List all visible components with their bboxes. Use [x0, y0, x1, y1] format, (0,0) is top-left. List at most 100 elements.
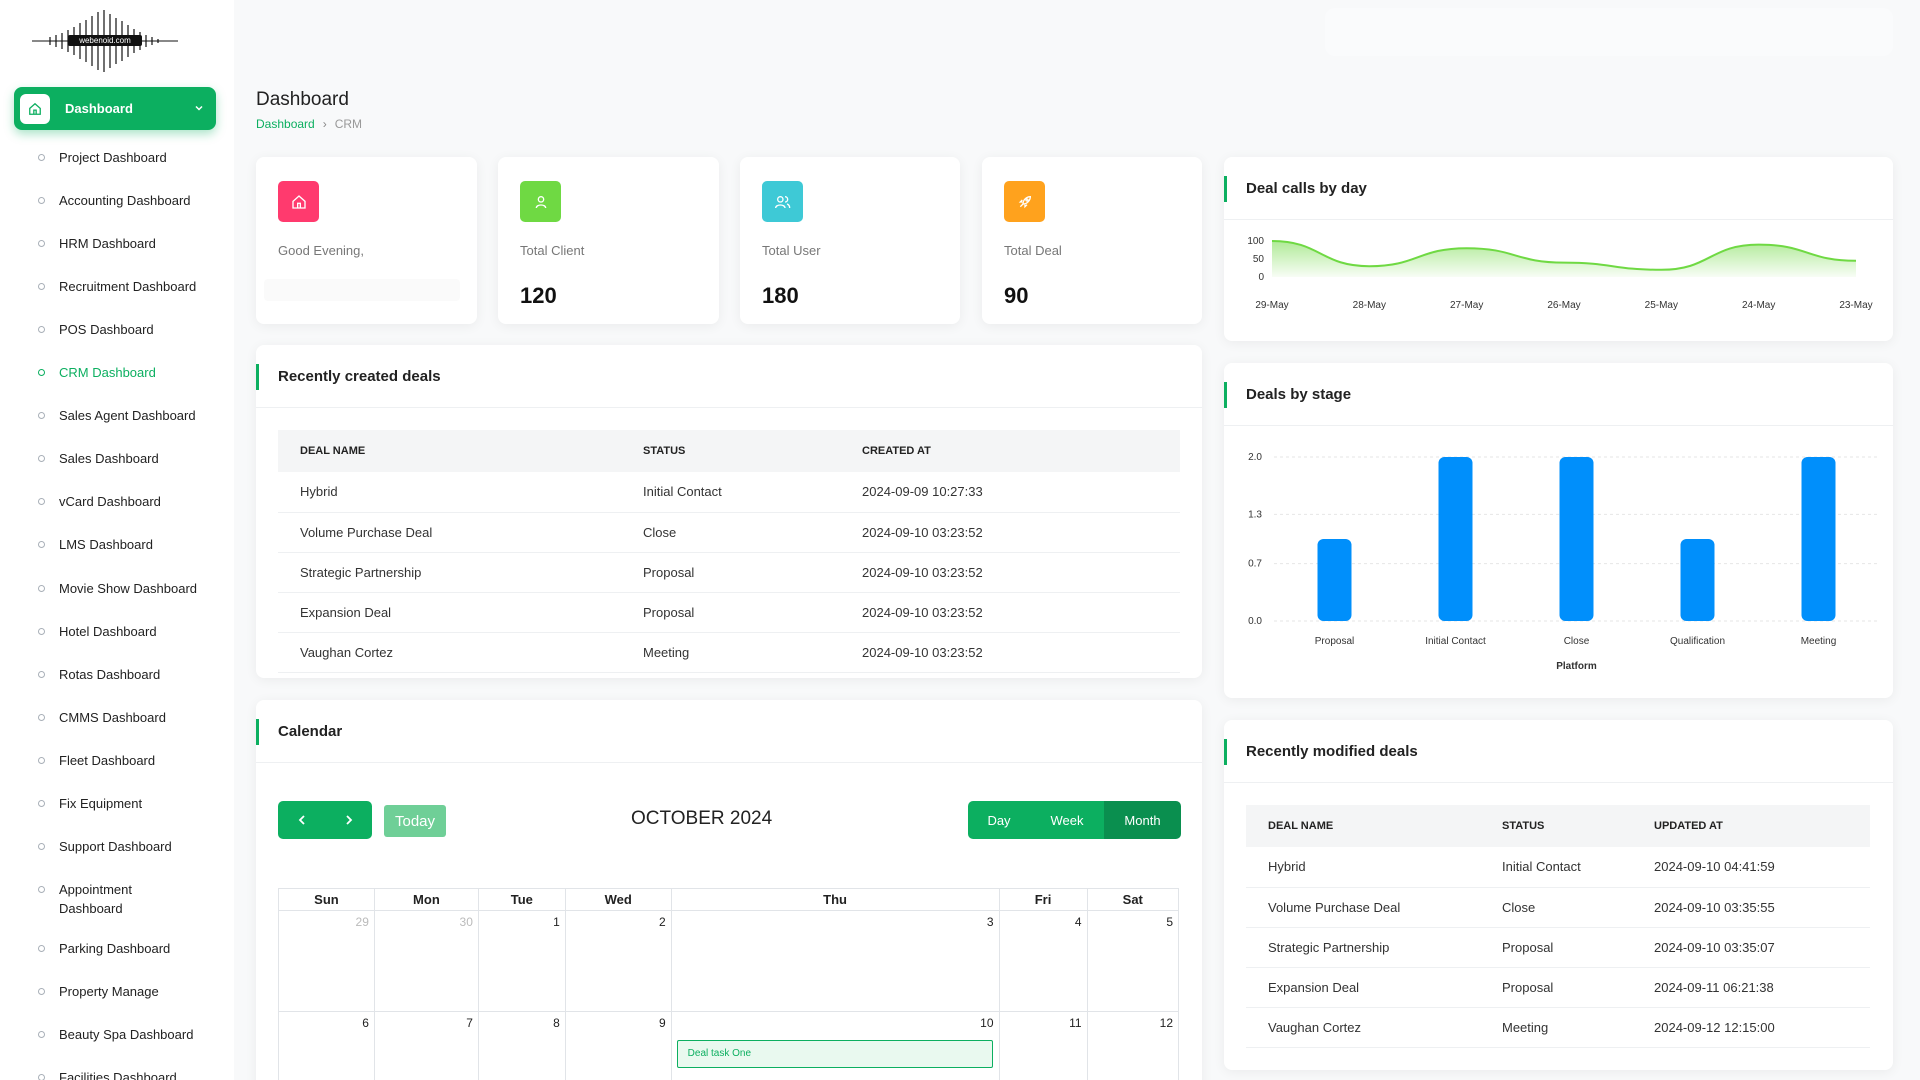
sidebar-item-project-dashboard[interactable]: Project Dashboard — [38, 148, 228, 167]
day-number: 6 — [362, 1016, 369, 1030]
table-row[interactable]: Expansion Deal Proposal 2024-09-10 03:23:5… — [278, 592, 1180, 633]
sidebar-item-fleet-dashboard[interactable]: Fleet Dashboard — [38, 751, 228, 770]
card-header: Deal calls by day — [1224, 157, 1893, 220]
sidebar-item-support-dashboard[interactable]: Support Dashboard — [38, 837, 228, 856]
sidebar-item-sales-agent-dashboard[interactable]: Sales Agent Dashboard — [38, 406, 228, 425]
date-cell: 2024-09-10 04:41:59 — [1632, 847, 1870, 888]
x-tick-label: 27-May — [1450, 300, 1483, 311]
series-line — [1271, 240, 1857, 271]
calendar-day-cell[interactable]: 4 — [998, 910, 1088, 1012]
date-cell: 2024-09-10 03:23:52 — [840, 592, 1180, 633]
sidebar-item-label: Recruitment Dashboard — [59, 279, 197, 294]
sidebar-item-beauty-spa-dashboard[interactable]: Beauty Spa Dashboard — [38, 1025, 228, 1044]
calendar-day-cell[interactable]: 7 — [373, 1011, 479, 1080]
table-row[interactable]: Hybrid Initial Contact 2024-09-10 04:41:59 — [1246, 847, 1870, 888]
breadcrumb: Dashboard › CRM — [256, 117, 362, 131]
y-tick-label: 1.3 — [1248, 509, 1262, 520]
table-row[interactable]: Volume Purchase Deal Close 2024-09-10 03:3… — [1246, 887, 1870, 928]
x-tick-label: 29-May — [1255, 300, 1288, 311]
calendar-event[interactable]: Deal task One — [676, 1040, 993, 1068]
table-row[interactable]: Strategic Partnership Proposal 2024-09-10 … — [1246, 927, 1870, 968]
sidebar-item-movie-show-dashboard[interactable]: Movie Show Dashboard — [38, 579, 228, 598]
bar[interactable] — [1317, 539, 1352, 621]
greeting-text: Good Evening, — [278, 243, 365, 258]
calendar-day-cell[interactable]: 30 — [373, 910, 479, 1012]
sidebar-item-appointment-dashboard[interactable]: Appointment Dashboard — [38, 880, 228, 918]
rocket-icon — [1018, 195, 1031, 208]
card-title: Deal calls by day — [1246, 180, 1367, 197]
sidebar-item-sales-dashboard[interactable]: Sales Dashboard — [38, 449, 228, 468]
sidebar-item-crm-dashboard[interactable]: CRM Dashboard — [38, 363, 228, 382]
calendar-day-cell[interactable]: 6 — [278, 1011, 375, 1080]
bar[interactable] — [1438, 457, 1473, 621]
day-number: 4 — [1074, 915, 1082, 929]
y-tick-label: 0.0 — [1248, 616, 1262, 627]
table-row[interactable]: Expansion Deal Proposal 2024-09-11 06:21:3… — [1246, 967, 1870, 1008]
sidebar-item-label: Movie Show Dashboard — [59, 581, 198, 596]
table-row[interactable]: Hybrid Initial Contact 2024-09-09 10:27:33 — [278, 472, 1180, 513]
calendar-today-button[interactable]: Today — [384, 805, 446, 837]
sidebar-item-fix-equipment[interactable]: Fix Equipment — [38, 794, 228, 813]
calendar-day-cell[interactable]: 1 — [477, 910, 566, 1012]
calendar-day-cell[interactable]: 2 — [564, 910, 672, 1012]
home-icon — [20, 93, 50, 124]
logo-text: webenoid.com — [79, 36, 131, 45]
bar[interactable] — [1801, 457, 1836, 621]
brand-logo[interactable]: webenoid.com — [30, 8, 180, 72]
table-row[interactable]: Strategic Partnership Proposal 2024-09-10 … — [278, 552, 1180, 593]
y-tick-label: 0 — [1258, 272, 1264, 283]
weekday-header: Fri — [998, 888, 1088, 911]
table-row[interactable]: Vaughan Cortez Meeting 2024-09-12 12:15:00 — [1246, 1007, 1870, 1048]
stat-value: 90 — [1004, 283, 1029, 308]
sidebar-item-recruitment-dashboard[interactable]: Recruitment Dashboard — [38, 277, 228, 296]
sidebar-item-label: Rotas Dashboard — [59, 667, 161, 682]
sidebar-item-rotas-dashboard[interactable]: Rotas Dashboard — [38, 665, 228, 684]
sidebar-item-cmms-dashboard[interactable]: CMMS Dashboard — [38, 708, 228, 727]
sidebar-item-pos-dashboard[interactable]: POS Dashboard — [38, 320, 228, 339]
status-cell: Proposal — [621, 552, 840, 593]
sidebar-item-parking-dashboard[interactable]: Parking Dashboard — [38, 939, 228, 958]
bar[interactable] — [1559, 457, 1594, 621]
status-cell: Proposal — [621, 592, 840, 633]
sidebar-item-label: CMMS Dashboard — [59, 710, 166, 725]
deal-name-cell: Hybrid — [278, 472, 621, 513]
sidebar-item-hotel-dashboard[interactable]: Hotel Dashboard — [38, 622, 228, 641]
calendar-week-row: 6 7 8 9 10 Deal task One 11 12 — [278, 1011, 1180, 1080]
card-header: Deals by stage — [1224, 363, 1893, 426]
accent-bar — [1224, 739, 1227, 765]
date-cell: 2024-09-10 03:23:52 — [840, 632, 1180, 673]
sidebar-item-lms-dashboard[interactable]: LMS Dashboard — [38, 535, 228, 554]
calendar-day-cell[interactable]: 12 — [1086, 1011, 1180, 1080]
calendar-view-day[interactable]: Day — [968, 801, 1030, 839]
calendar-next-button[interactable] — [325, 801, 372, 839]
calendar-month-title: OCTOBER 2024 — [631, 808, 773, 829]
circle-icon — [38, 757, 45, 764]
sidebar-item-hrm-dashboard[interactable]: HRM Dashboard — [38, 234, 228, 253]
sidebar-item-facilities-dashboard[interactable]: Facilities Dashboard — [38, 1068, 228, 1080]
calendar-day-cell[interactable]: 8 — [477, 1011, 566, 1080]
calendar-day-cell[interactable]: 9 — [564, 1011, 672, 1080]
status-cell: Initial Contact — [1480, 847, 1632, 888]
table-row[interactable]: Volume Purchase Deal Close 2024-09-10 03:2… — [278, 512, 1180, 553]
sidebar-item-vcard-dashboard[interactable]: vCard Dashboard — [38, 492, 228, 511]
recently-modified-card: Recently modified deals DEAL NAME STATUS… — [1224, 720, 1893, 1070]
calendar-prev-button[interactable] — [278, 801, 325, 839]
sidebar-item-property-manage[interactable]: Property Manage — [38, 982, 228, 1001]
calendar-view-month[interactable]: Month — [1104, 801, 1181, 839]
column-header: DEAL NAME — [1246, 805, 1480, 847]
breadcrumb-link-dashboard[interactable]: Dashboard — [256, 117, 315, 131]
calendar-day-cell[interactable]: 3 — [670, 910, 1000, 1012]
sidebar-item-accounting-dashboard[interactable]: Accounting Dashboard — [38, 191, 228, 210]
calendar-view-week[interactable]: Week — [1030, 801, 1104, 839]
table-row[interactable]: Vaughan Cortez Meeting 2024-09-10 03:23:52 — [278, 632, 1180, 673]
sidebar-dashboard-toggle[interactable]: Dashboard — [14, 87, 216, 130]
calendar-day-cell[interactable]: 29 — [278, 910, 375, 1012]
x-tick-label: 24-May — [1742, 300, 1775, 311]
calendar-day-cell[interactable]: 11 — [998, 1011, 1088, 1080]
card-header: Recently created deals — [256, 345, 1202, 408]
circle-icon — [38, 369, 45, 376]
calendar-day-cell[interactable]: 10 Deal task One — [670, 1011, 1000, 1080]
calendar-day-cell[interactable]: 5 — [1086, 910, 1180, 1012]
x-axis-label: Platform — [1556, 661, 1597, 672]
bar[interactable] — [1680, 539, 1715, 621]
